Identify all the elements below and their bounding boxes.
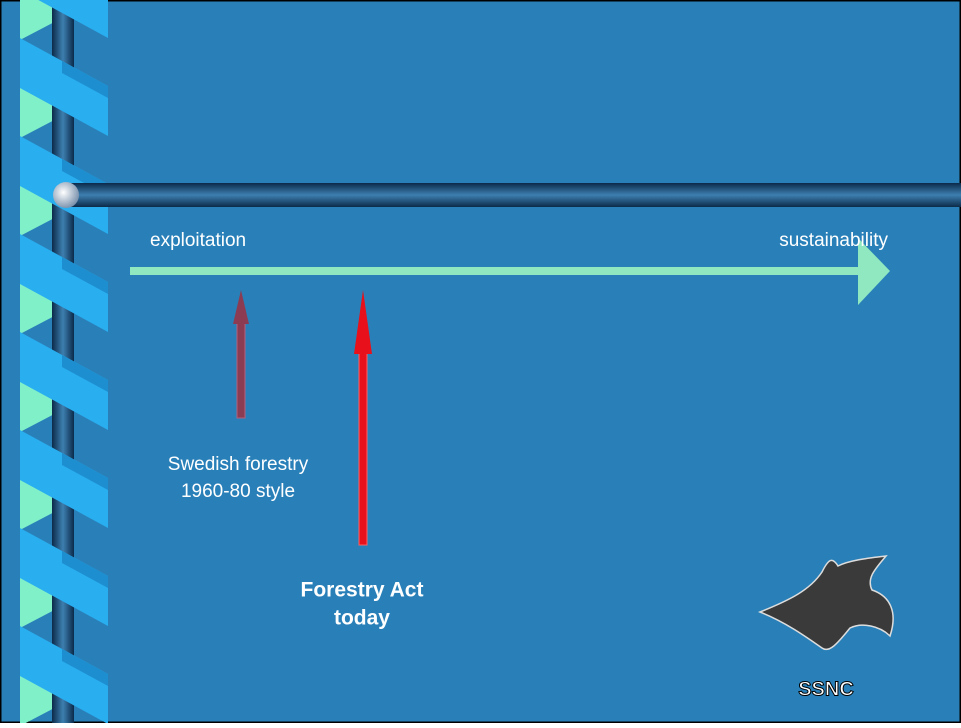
old-label: Swedish forestry <box>168 454 309 475</box>
ribbon-segment <box>20 0 62 40</box>
ribbon-segment <box>38 0 108 38</box>
ribbon-segment <box>62 61 108 98</box>
ribbon-front <box>20 0 108 724</box>
scale-arrow-head <box>858 238 890 305</box>
ribbon-segment <box>62 551 108 588</box>
logo-bird <box>757 555 894 651</box>
now-arrow-shaft <box>358 351 368 546</box>
ribbon-segment <box>20 430 108 528</box>
scale-left-label: exploitation <box>150 230 246 251</box>
scale-arrow-shaft <box>130 267 862 275</box>
ribbon-segment <box>62 257 108 294</box>
horizontal-bar <box>62 183 961 207</box>
ribbon-segment <box>20 234 108 332</box>
now-label: Forestry Act <box>301 579 424 602</box>
old-label: 1960-80 style <box>181 481 295 502</box>
ribbon-segment <box>62 649 108 686</box>
logo-text: SSNC <box>798 678 854 700</box>
scale-right-label: sustainability <box>779 230 888 251</box>
old-arrow-shaft <box>236 321 246 419</box>
ribbon-segment <box>20 38 108 136</box>
ribbon-segment <box>62 453 108 490</box>
now-label: today <box>334 607 390 630</box>
now-arrow-head <box>354 290 372 354</box>
ribbon-segment <box>62 355 108 392</box>
ribbon-segment <box>20 332 108 430</box>
ribbon-segment <box>20 626 108 724</box>
ribbon-segment <box>20 528 108 626</box>
ball <box>53 182 79 208</box>
old-arrow-head <box>233 290 249 324</box>
